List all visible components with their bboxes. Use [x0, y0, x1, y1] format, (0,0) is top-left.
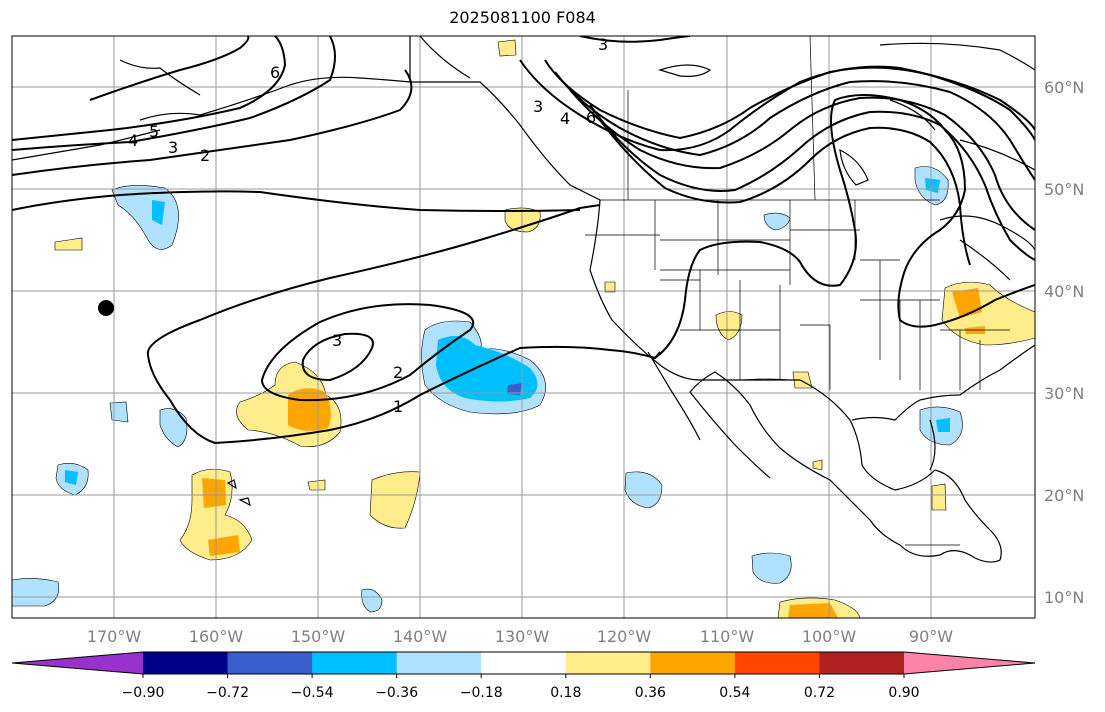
contour-label: 4 — [128, 131, 138, 150]
colorbar — [11, 651, 1036, 675]
colorbar-tick-label: −0.54 — [291, 685, 334, 701]
positive-anomaly-shading — [54, 39, 1035, 618]
colorbar-segment — [819, 652, 905, 674]
colorbar-tick-label: −0.18 — [460, 685, 503, 701]
colorbar-segment — [396, 652, 482, 674]
contour-label: 3 — [332, 331, 342, 350]
lat-label: 50°N — [1044, 180, 1084, 199]
lon-label: 120°W — [597, 627, 652, 646]
contour-label: 3 — [533, 97, 543, 116]
colorbar-extend-low — [12, 652, 143, 674]
lon-label: 160°W — [189, 627, 244, 646]
lon-label: 150°W — [291, 627, 346, 646]
colorbar-tick-label: 0.18 — [550, 685, 581, 701]
lat-label: 20°N — [1044, 486, 1084, 505]
colorbar-tick-label: −0.90 — [122, 685, 165, 701]
colorbar-tick-label: −0.72 — [206, 685, 249, 701]
negative-anomaly-shading — [12, 166, 963, 613]
height-contours — [12, 36, 1035, 445]
colorbar-tick-label: 0.54 — [719, 685, 750, 701]
colorbar-segment — [143, 652, 229, 674]
lon-label: 170°W — [87, 627, 142, 646]
map-title: 2025081100 F084 — [449, 8, 596, 27]
colorbar-segment — [565, 652, 651, 674]
contour-label-group: 1 2 3 2 3 4 5 6 3 4 6 3 — [128, 35, 608, 416]
coastlines — [12, 36, 1035, 563]
map-plot-area — [12, 36, 1035, 618]
colorbar-tick-label: 0.36 — [635, 685, 666, 701]
lat-label: 60°N — [1044, 78, 1084, 97]
colorbar-tick-label: 0.90 — [888, 685, 919, 701]
contour-label: 6 — [270, 63, 280, 82]
lat-label: 10°N — [1044, 588, 1084, 607]
contour-label: 5 — [149, 122, 159, 141]
colorbar-segment — [312, 652, 398, 674]
lat-label: 40°N — [1044, 282, 1084, 301]
contour-label: 4 — [560, 109, 570, 128]
latitude-labels: 60°N 50°N 40°N 30°N 20°N 10°N — [1044, 78, 1084, 607]
longitude-labels: 170°W 160°W 150°W 140°W 130°W 120°W 110°… — [87, 627, 953, 646]
contour-label: 3 — [168, 138, 178, 157]
lat-label: 30°N — [1044, 384, 1084, 403]
colorbar-segment — [734, 652, 820, 674]
political-borders — [585, 36, 1010, 546]
colorbar-segment — [227, 652, 313, 674]
colorbar-tick-label: −0.36 — [375, 685, 418, 701]
lon-label: 130°W — [495, 627, 550, 646]
colorbar-tick-label: 0.72 — [804, 685, 835, 701]
lon-label: 110°W — [700, 627, 755, 646]
lon-label: 90°W — [909, 627, 953, 646]
lon-label: 140°W — [393, 627, 448, 646]
contour-label: 3 — [598, 35, 608, 54]
contour-label: 2 — [200, 146, 210, 165]
contour-label: 1 — [393, 397, 403, 416]
colorbar-segment — [650, 652, 736, 674]
colorbar-segment — [481, 652, 567, 674]
map-frame — [11, 35, 1036, 619]
contour-label: 2 — [393, 363, 403, 382]
contour-label: 6 — [586, 108, 596, 127]
marker-dot — [98, 300, 114, 316]
colorbar-tick-labels: −0.90 −0.72 −0.54 −0.36 −0.18 0.18 0.36 0.54 0.7… — [122, 674, 920, 701]
lon-label: 100°W — [802, 627, 857, 646]
colorbar-extend-high — [904, 652, 1035, 674]
